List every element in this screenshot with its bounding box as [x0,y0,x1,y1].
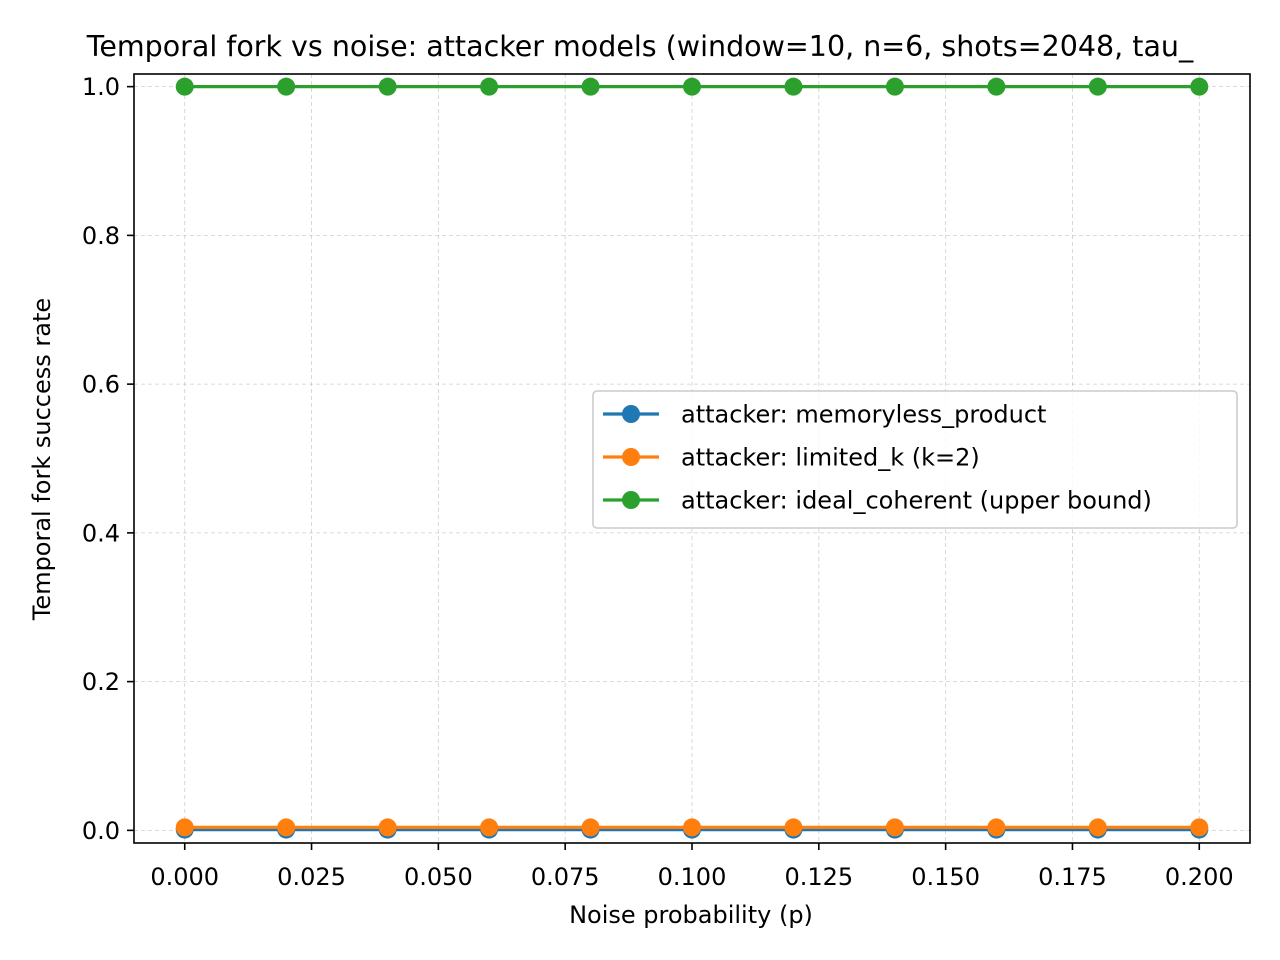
chart-title: Temporal fork vs noise: attacker models … [86,30,1194,63]
data-point [1190,818,1209,837]
x-tick-label: 0.000 [150,863,219,891]
legend-marker [622,491,640,509]
data-point [1190,77,1209,96]
ticks: 0.000 0.025 0.050 0.075 0.100 0.125 0.150 0.175… [82,73,1234,891]
data-point [683,818,701,837]
data-point [175,818,194,837]
legend-marker [622,405,640,423]
y-tick-label: 0.6 [82,371,120,399]
x-tick-label: 0.200 [1165,863,1234,891]
x-tick-label: 0.050 [404,863,473,891]
x-axis-label: Noise probability (p) [569,901,813,929]
x-tick-label: 0.075 [531,863,600,891]
data-point [480,818,499,837]
data-point [581,77,600,96]
series-2 [175,818,1209,837]
y-tick-label: 0.4 [82,519,120,547]
legend: attacker: memoryless_product attacker: li… [592,390,1238,529]
legend-label: attacker: ideal_coherent (upper bound) [681,487,1152,515]
series-layer [175,77,1209,839]
data-point [175,77,194,96]
data-point [378,77,397,96]
data-point [1088,818,1107,837]
data-point [784,818,803,837]
legend-frame [592,390,1238,529]
data-point [683,77,701,96]
data-point [378,818,397,837]
data-point [784,77,803,96]
x-tick-label: 0.150 [911,863,980,891]
x-tick-label: 0.125 [784,863,853,891]
legend-entry: attacker: ideal_coherent (upper bound) [603,487,1152,515]
y-axis-label: Temporal fork success rate [28,298,56,621]
legend-label: attacker: memoryless_product [681,401,1046,429]
x-tick-label: 0.100 [658,863,727,891]
data-point [277,818,296,837]
legend-entry: attacker: limited_k (k=2) [603,444,980,472]
legend-marker [622,448,640,466]
series-3 [175,77,1209,96]
x-tick-label: 0.175 [1038,863,1107,891]
y-tick-label: 0.8 [82,222,120,250]
data-point [480,77,499,96]
data-point [885,818,904,837]
x-tick-label: 0.025 [277,863,346,891]
data-point [581,818,600,837]
y-tick-label: 0.0 [82,817,120,845]
data-point [277,77,296,96]
data-point [885,77,904,96]
y-tick-label: 0.2 [82,668,120,696]
data-point [1088,77,1107,96]
data-point [987,818,1006,837]
legend-label: attacker: limited_k (k=2) [681,444,980,472]
legend-entry: attacker: memoryless_product [603,401,1046,429]
data-point [987,77,1006,96]
y-tick-label: 1.0 [82,73,120,101]
